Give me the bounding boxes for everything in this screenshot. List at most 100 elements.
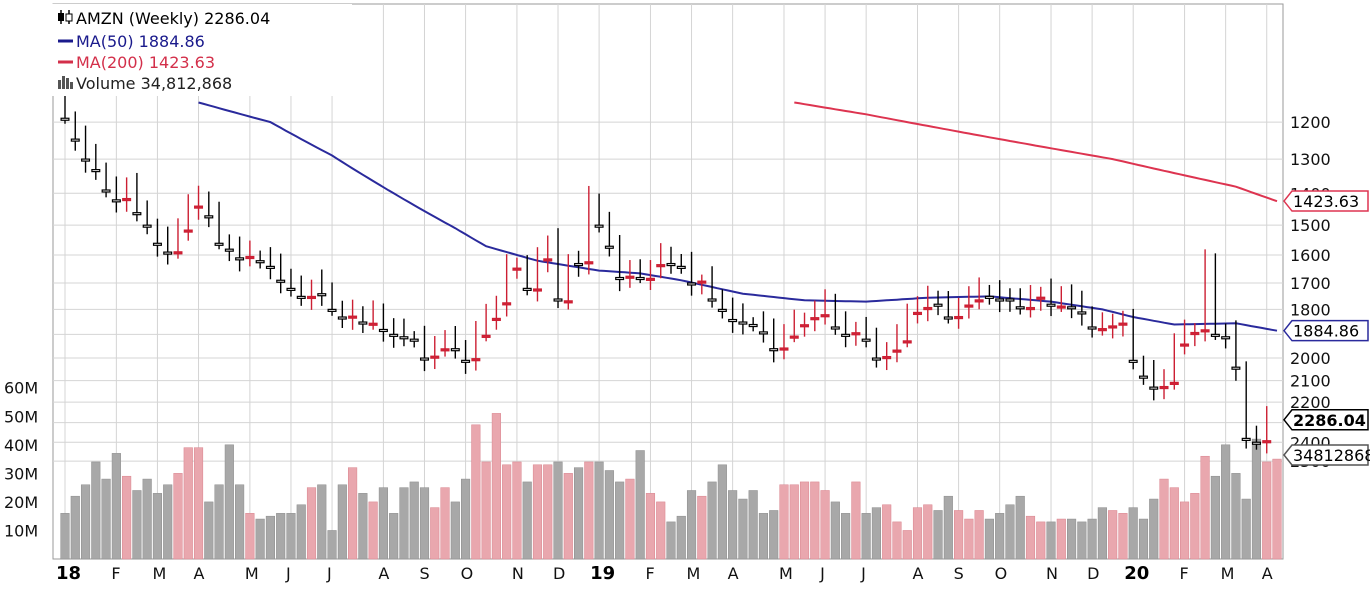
candle xyxy=(871,327,881,368)
month-label: O xyxy=(995,564,1008,583)
volume-legend-icon xyxy=(58,76,73,89)
candle xyxy=(132,172,142,222)
volume-bar xyxy=(625,478,635,560)
volume-bar xyxy=(193,447,204,560)
volume-bar xyxy=(481,461,491,560)
volume-bar xyxy=(70,495,80,560)
volume-bar xyxy=(892,521,902,560)
candle-body xyxy=(224,248,234,252)
candle-body xyxy=(389,333,399,337)
candle xyxy=(851,321,861,346)
volume-tick-label: 60M xyxy=(4,379,38,398)
candle xyxy=(152,218,162,257)
ma50-callout: 1884.86 xyxy=(1283,319,1369,342)
candle-body xyxy=(214,242,224,246)
candle-body xyxy=(594,224,604,228)
volume-bar xyxy=(984,518,994,560)
month-label: M xyxy=(779,564,793,583)
candle xyxy=(296,275,306,306)
candle xyxy=(604,211,614,257)
candle xyxy=(1087,306,1097,338)
candle xyxy=(276,253,286,294)
candle xyxy=(1077,290,1087,326)
volume-bar xyxy=(1179,501,1190,560)
candle xyxy=(625,260,635,288)
month-label: S xyxy=(954,564,964,583)
candle xyxy=(1159,369,1169,400)
candle xyxy=(163,226,173,265)
candle-body xyxy=(789,335,799,339)
candle xyxy=(1097,312,1107,336)
volume-bars xyxy=(60,413,1282,560)
candle xyxy=(563,254,573,310)
candle-body xyxy=(1169,381,1179,385)
candle xyxy=(1067,284,1077,319)
volume-bar xyxy=(111,453,121,560)
candle xyxy=(1231,320,1241,381)
candle-body xyxy=(625,275,635,279)
candle xyxy=(923,285,933,322)
volume-bar xyxy=(1231,473,1241,560)
volume-bar xyxy=(758,513,769,560)
volume-bar xyxy=(183,447,193,560)
candle-body xyxy=(923,306,933,311)
candle xyxy=(1056,286,1066,312)
candle xyxy=(1036,286,1046,311)
candle xyxy=(882,342,892,371)
volume-bar xyxy=(573,467,584,560)
candle-body xyxy=(307,295,317,300)
candle-body xyxy=(563,300,573,304)
candle xyxy=(943,291,953,324)
volume-tick-label: 20M xyxy=(4,493,38,512)
volume-tick-label: 50M xyxy=(4,407,38,426)
candle-body xyxy=(604,245,614,249)
candle-body xyxy=(317,293,327,297)
volume-bar xyxy=(851,481,861,560)
volume-legend-label: Volume 34,812,868 xyxy=(76,74,232,93)
candle-body xyxy=(245,255,255,260)
candle-body xyxy=(1097,328,1107,332)
year-label: 20 xyxy=(1124,563,1149,584)
month-label: M xyxy=(245,564,259,583)
volume-callout: 34812868 xyxy=(1283,444,1370,466)
month-label: A xyxy=(913,564,924,583)
candle xyxy=(1149,360,1159,401)
candle xyxy=(522,255,532,296)
month-label: A xyxy=(728,564,739,583)
candle xyxy=(399,318,409,347)
volume-bar xyxy=(1138,518,1149,560)
candle xyxy=(687,251,697,296)
candle xyxy=(307,279,317,310)
candle xyxy=(974,277,984,310)
volume-bar xyxy=(604,470,614,560)
candle-body xyxy=(1221,336,1231,340)
candle-body xyxy=(1087,326,1097,330)
candle-body xyxy=(1025,306,1035,311)
volume-tick-label: 10M xyxy=(4,521,38,540)
volume-bar xyxy=(286,513,296,560)
candle-body xyxy=(183,229,193,233)
candle xyxy=(789,309,799,343)
candle-body xyxy=(645,277,655,281)
price-tick-label: 1500 xyxy=(1290,216,1331,235)
volume-bar xyxy=(1077,521,1087,560)
volume-bar xyxy=(635,450,645,560)
candle xyxy=(758,311,768,343)
month-label: A xyxy=(194,564,205,583)
candle-body xyxy=(1108,325,1118,329)
candle xyxy=(1025,285,1035,318)
candle xyxy=(1251,425,1261,450)
candle-body xyxy=(892,349,902,353)
candle-body xyxy=(378,328,388,333)
month-label: M xyxy=(687,564,701,583)
volume-bar xyxy=(491,413,501,560)
candle-body xyxy=(276,279,286,283)
candle-body xyxy=(913,311,923,316)
candle-body xyxy=(502,302,512,306)
candle xyxy=(820,289,830,325)
candle-body xyxy=(1210,333,1220,337)
volume-bar xyxy=(1005,504,1015,560)
candle-body xyxy=(522,287,532,291)
candle-body xyxy=(265,265,275,269)
candle xyxy=(194,185,204,220)
